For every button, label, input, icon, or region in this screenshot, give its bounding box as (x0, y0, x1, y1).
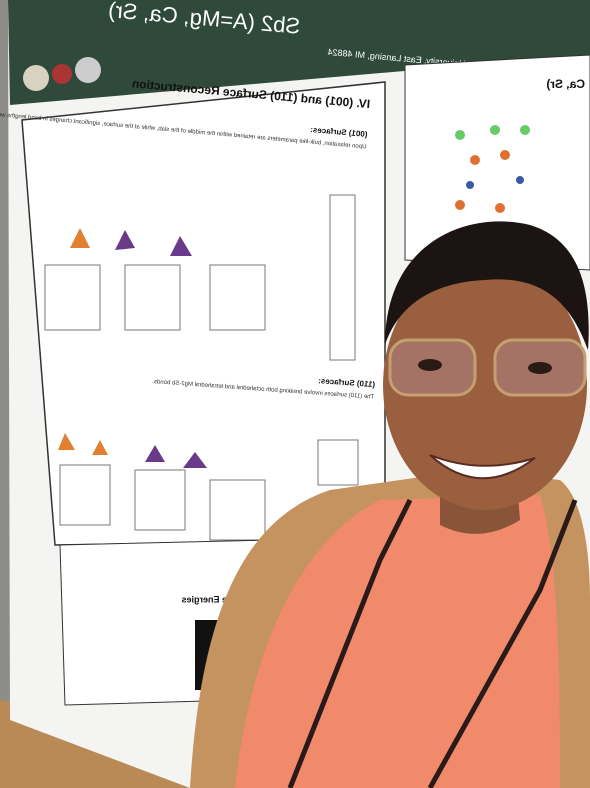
poster-panel (21, 81, 386, 546)
hair (385, 221, 589, 350)
crystal (455, 125, 530, 213)
logo (75, 57, 101, 83)
lanyard (287, 498, 413, 788)
molecules (58, 228, 207, 468)
poster-panel (404, 54, 590, 271)
smile (429, 454, 536, 480)
eye (528, 362, 552, 374)
plots (44, 194, 359, 541)
paragraph-heading: (110) Surfaces: (318, 376, 375, 389)
face (383, 260, 587, 510)
right-title: Ca, Sr) (546, 77, 585, 91)
logo (23, 65, 49, 91)
logo (52, 64, 72, 84)
lower-title: Surface Energies (181, 594, 255, 604)
eye (418, 359, 442, 371)
poster-header (8, 0, 590, 105)
lanyard (427, 499, 578, 788)
